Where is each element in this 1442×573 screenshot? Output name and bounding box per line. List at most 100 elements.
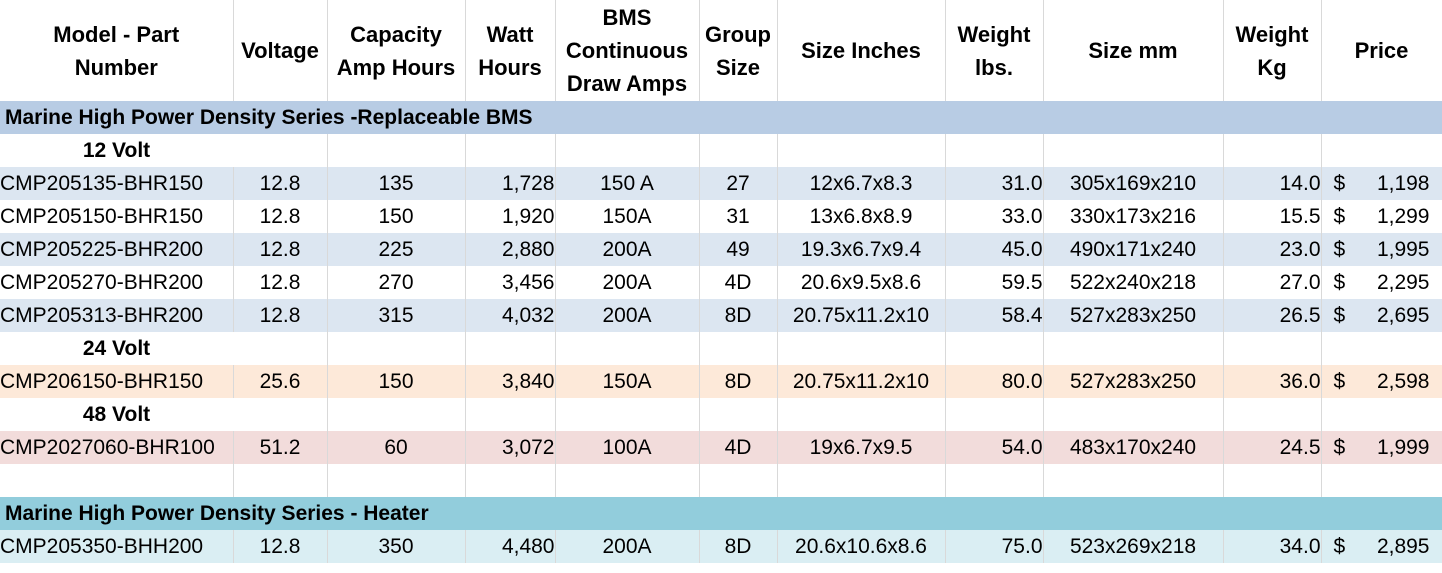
empty-cell [1321, 332, 1442, 365]
voltage-cell: 12.8 [233, 233, 328, 266]
empty-cell [327, 398, 466, 431]
empty-cell [945, 398, 1044, 431]
bms-cell: 200A [555, 299, 700, 332]
bms-cell: 150 A [555, 167, 700, 200]
empty-cell [1043, 464, 1224, 497]
weight-kg-cell: 23.0 [1223, 233, 1322, 266]
weight-lbs-cell: 33.0 [945, 200, 1044, 233]
capacity-cell: 150 [327, 200, 466, 233]
empty-cell [1223, 332, 1322, 365]
empty-cell [699, 134, 778, 167]
weight-lbs-cell: 75.0 [945, 530, 1044, 563]
currency-symbol: $ [1333, 370, 1346, 393]
bms-cell: 150A [555, 200, 700, 233]
watt-hours-cell: 3,840 [465, 365, 556, 398]
size-mm-cell: 527x283x250 [1043, 365, 1224, 398]
group-size-cell: 4D [699, 266, 778, 299]
voltage-group-label: 48 Volt [0, 398, 233, 431]
capacity-cell: 225 [327, 233, 466, 266]
table-row: CMP205135-BHR150 12.8 135 1,728 150 A 27 12x6.… [0, 167, 1442, 200]
size-inches-cell: 19.3x6.7x9.4 [777, 233, 946, 266]
voltage-cell: 12.8 [233, 167, 328, 200]
header-size-inches: Size Inches [777, 0, 946, 101]
weight-lbs-cell: 31.0 [945, 167, 1044, 200]
table-row: CMP205270-BHR200 12.8 270 3,456 200A 4D 20.6x9… [0, 266, 1442, 299]
group-size-cell: 8D [699, 365, 778, 398]
weight-lbs-cell: 59.5 [945, 266, 1044, 299]
weight-lbs-cell: 80.0 [945, 365, 1044, 398]
size-mm-cell: 483x170x240 [1043, 431, 1224, 464]
weight-lbs-cell: 58.4 [945, 299, 1044, 332]
weight-kg-cell: 24.5 [1223, 431, 1322, 464]
empty-cell [699, 398, 778, 431]
voltage-cell: 51.2 [233, 431, 328, 464]
group-size-cell: 27 [699, 167, 778, 200]
empty-cell [1043, 332, 1224, 365]
weight-kg-cell: 27.0 [1223, 266, 1322, 299]
size-mm-cell: 305x169x210 [1043, 167, 1224, 200]
empty-cell [555, 398, 700, 431]
bms-cell: 200A [555, 530, 700, 563]
group-size-cell: 8D [699, 530, 778, 563]
model-cell: CMP205350-BHH200 [0, 530, 234, 563]
weight-lbs-cell: 45.0 [945, 233, 1044, 266]
empty-cell [233, 464, 328, 497]
section-header: Marine High Power Density Series - Heate… [0, 497, 1442, 530]
model-cell: CMP205150-BHR150 [0, 200, 234, 233]
empty-cell [233, 398, 328, 431]
empty-cell [1223, 464, 1322, 497]
empty-cell [1223, 134, 1322, 167]
header-size-mm: Size mm [1043, 0, 1224, 101]
voltage-cell: 12.8 [233, 299, 328, 332]
model-cell: CMP2027060-BHR100 [0, 431, 234, 464]
price-cell: $2,598 [1321, 365, 1442, 398]
header-bms: BMS Continuous Draw Amps [555, 0, 700, 101]
watt-hours-cell: 4,032 [465, 299, 556, 332]
model-cell: CMP205313-BHR200 [0, 299, 234, 332]
capacity-cell: 60 [327, 431, 466, 464]
empty-cell [465, 134, 556, 167]
weight-kg-cell: 26.5 [1223, 299, 1322, 332]
header-weight-kg: Weight Kg [1223, 0, 1322, 101]
size-mm-cell: 527x283x250 [1043, 299, 1224, 332]
header-weight-lbs: Weight lbs. [945, 0, 1044, 101]
voltage-group-row: 12 Volt [0, 134, 1442, 167]
empty-cell [233, 134, 328, 167]
bms-cell: 200A [555, 266, 700, 299]
empty-cell [699, 464, 778, 497]
weight-kg-cell: 14.0 [1223, 167, 1322, 200]
empty-cell [777, 464, 946, 497]
price-cell: $2,295 [1321, 266, 1442, 299]
empty-cell [555, 134, 700, 167]
header-model: Model - Part Number [0, 0, 234, 101]
price-amount: 1,299 [1376, 205, 1430, 228]
capacity-cell: 315 [327, 299, 466, 332]
bms-cell: 150A [555, 365, 700, 398]
voltage-cell: 12.8 [233, 266, 328, 299]
empty-cell [945, 332, 1044, 365]
size-inches-cell: 20.6x9.5x8.6 [777, 266, 946, 299]
price-cell: $1,999 [1321, 431, 1442, 464]
size-mm-cell: 490x171x240 [1043, 233, 1224, 266]
size-inches-cell: 20.6x10.6x8.6 [777, 530, 946, 563]
model-cell: CMP205270-BHR200 [0, 266, 234, 299]
header-row: Model - Part Number Voltage Capacity Amp H… [0, 0, 1442, 101]
header-voltage: Voltage [233, 0, 328, 101]
currency-symbol: $ [1333, 271, 1346, 294]
empty-cell [465, 332, 556, 365]
voltage-cell: 12.8 [233, 530, 328, 563]
empty-cell [1321, 134, 1442, 167]
empty-cell [1321, 398, 1442, 431]
empty-cell [555, 332, 700, 365]
size-inches-cell: 19x6.7x9.5 [777, 431, 946, 464]
watt-hours-cell: 3,456 [465, 266, 556, 299]
size-inches-cell: 12x6.7x8.3 [777, 167, 946, 200]
table-body: Marine High Power Density Series -Replac… [0, 101, 1442, 563]
group-size-cell: 8D [699, 299, 778, 332]
empty-cell [0, 464, 234, 497]
weight-lbs-cell: 54.0 [945, 431, 1044, 464]
weight-kg-cell: 36.0 [1223, 365, 1322, 398]
size-inches-cell: 13x6.8x8.9 [777, 200, 946, 233]
voltage-cell: 25.6 [233, 365, 328, 398]
